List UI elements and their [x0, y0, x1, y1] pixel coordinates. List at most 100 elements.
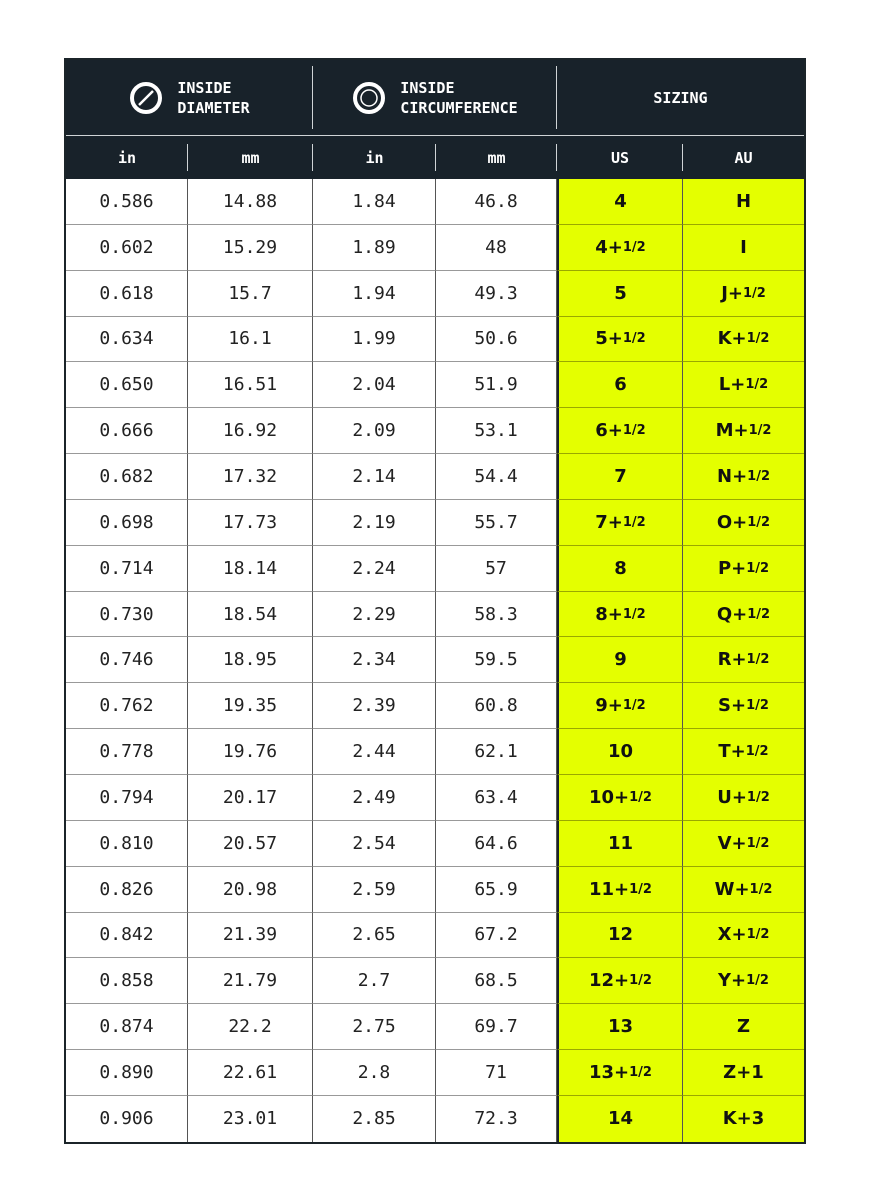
- cell-circumference-mm: 65.9: [436, 866, 557, 913]
- cell-circumference-mm: 54.4: [436, 454, 557, 500]
- cell-circumference-mm: 58.3: [436, 591, 557, 638]
- cell-au-size: W+ 1/2: [683, 866, 804, 913]
- cell-diameter-in: 0.634: [66, 316, 188, 363]
- table-row: 0.778 19.76 2.44 62.1 10 T+ 1/2: [66, 729, 804, 775]
- cell-circumference-in: 2.39: [313, 683, 436, 730]
- cell-circumference-mm: 67.2: [436, 912, 557, 959]
- cell-us-size: 6: [557, 362, 683, 409]
- cell-circumference-mm: 68.5: [436, 958, 557, 1005]
- cell-circumference-mm: 48: [436, 224, 557, 271]
- table-body: 0.586 14.88 1.84 46.8 4 H 0.602 15.29 1.89 48 4+ 1/…: [66, 179, 804, 1142]
- cell-diameter-mm: 21.79: [188, 958, 313, 1005]
- diameter-ring-icon: [130, 81, 163, 114]
- cell-au-size: M+ 1/2: [683, 408, 804, 455]
- column-header-us-size: US: [557, 136, 683, 179]
- cell-diameter-in: 0.842: [66, 912, 188, 959]
- cell-diameter-in: 0.826: [66, 866, 188, 913]
- cell-diameter-in: 0.858: [66, 958, 188, 1005]
- cell-circumference-in: 2.09: [313, 408, 436, 455]
- cell-us-size: 5+ 1/2: [557, 316, 683, 363]
- cell-diameter-mm: 21.39: [188, 912, 313, 959]
- cell-au-size: P+ 1/2: [683, 545, 804, 592]
- cell-circumference-in: 1.99: [313, 316, 436, 363]
- table-row: 0.762 19.35 2.39 60.8 9+ 1/2 S+ 1/2: [66, 683, 804, 730]
- cell-us-size: 10+ 1/2: [557, 774, 683, 821]
- cell-circumference-mm: 60.8: [436, 683, 557, 730]
- cell-circumference-in: 2.54: [313, 820, 436, 867]
- cell-diameter-mm: 19.76: [188, 729, 313, 775]
- cell-au-size: R+ 1/2: [683, 637, 804, 684]
- cell-diameter-in: 0.682: [66, 454, 188, 500]
- cell-diameter-mm: 16.92: [188, 408, 313, 455]
- cell-diameter-in: 0.874: [66, 1004, 188, 1051]
- table-row: 0.858 21.79 2.7 68.5 12+ 1/2 Y+ 1/2: [66, 958, 804, 1005]
- column-header-circumference-mm: mm: [436, 136, 557, 179]
- cell-au-size: I: [683, 224, 804, 271]
- cell-circumference-mm: 49.3: [436, 270, 557, 317]
- cell-diameter-in: 0.586: [66, 179, 188, 225]
- cell-au-size: T+ 1/2: [683, 729, 804, 775]
- cell-circumference-in: 2.7: [313, 958, 436, 1005]
- column-header-au-size: AU: [683, 136, 804, 179]
- table-row: 0.794 20.17 2.49 63.4 10+ 1/2 U+ 1/2: [66, 774, 804, 821]
- table-row: 0.618 15.7 1.94 49.3 5 J+ 1/2: [66, 270, 804, 317]
- cell-circumference-in: 2.75: [313, 1004, 436, 1051]
- cell-us-size: 7: [557, 454, 683, 500]
- cell-diameter-mm: 15.29: [188, 224, 313, 271]
- cell-circumference-in: 2.04: [313, 362, 436, 409]
- cell-us-size: 9: [557, 637, 683, 684]
- table-row: 0.842 21.39 2.65 67.2 12 X+ 1/2: [66, 912, 804, 959]
- cell-us-size: 13: [557, 1004, 683, 1051]
- cell-diameter-mm: 18.14: [188, 545, 313, 592]
- cell-us-size: 8+ 1/2: [557, 591, 683, 638]
- cell-diameter-mm: 14.88: [188, 179, 313, 225]
- cell-circumference-in: 2.65: [313, 912, 436, 959]
- cell-circumference-in: 2.19: [313, 499, 436, 546]
- cell-diameter-mm: 17.73: [188, 499, 313, 546]
- cell-diameter-mm: 16.51: [188, 362, 313, 409]
- cell-circumference-in: 2.14: [313, 454, 436, 500]
- cell-circumference-mm: 51.9: [436, 362, 557, 409]
- header-sizing: SIZING: [653, 88, 708, 107]
- cell-circumference-mm: 72.3: [436, 1095, 557, 1142]
- table-header: INSIDE DIAMETER INSIDE CIRCUMFERENCE SIZIN…: [66, 60, 804, 179]
- cell-diameter-in: 0.746: [66, 637, 188, 684]
- cell-au-size: K+ 1/2: [683, 316, 804, 363]
- table-row: 0.602 15.29 1.89 48 4+ 1/2 I: [66, 224, 804, 271]
- cell-circumference-in: 2.59: [313, 866, 436, 913]
- cell-circumference-in: 2.24: [313, 545, 436, 592]
- cell-au-size: L+ 1/2: [683, 362, 804, 409]
- cell-diameter-mm: 17.32: [188, 454, 313, 500]
- cell-us-size: 7+ 1/2: [557, 499, 683, 546]
- cell-circumference-mm: 57: [436, 545, 557, 592]
- cell-circumference-in: 1.84: [313, 179, 436, 225]
- cell-circumference-mm: 46.8: [436, 179, 557, 225]
- table-row: 0.810 20.57 2.54 64.6 11 V+ 1/2: [66, 820, 804, 867]
- table-row: 0.698 17.73 2.19 55.7 7+ 1/2 O+ 1/2: [66, 499, 804, 546]
- cell-circumference-in: 2.85: [313, 1095, 436, 1142]
- table-row: 0.746 18.95 2.34 59.5 9 R+ 1/2: [66, 637, 804, 684]
- cell-diameter-in: 0.698: [66, 499, 188, 546]
- cell-us-size: 9+ 1/2: [557, 683, 683, 730]
- cell-au-size: U+ 1/2: [683, 774, 804, 821]
- cell-circumference-mm: 55.7: [436, 499, 557, 546]
- column-header-label: mm: [241, 148, 260, 167]
- cell-us-size: 12+ 1/2: [557, 958, 683, 1005]
- table-row: 0.906 23.01 2.85 72.3 14 K+3: [66, 1095, 804, 1142]
- cell-diameter-in: 0.810: [66, 820, 188, 867]
- cell-diameter-mm: 23.01: [188, 1095, 313, 1142]
- cell-diameter-in: 0.602: [66, 224, 188, 271]
- cell-diameter-in: 0.778: [66, 729, 188, 775]
- cell-diameter-in: 0.762: [66, 683, 188, 730]
- column-header-label: AU: [734, 148, 753, 167]
- column-header-label: US: [610, 148, 630, 167]
- cell-au-size: H: [683, 179, 804, 225]
- table-row: 0.666 16.92 2.09 53.1 6+ 1/2 M+ 1/2: [66, 408, 804, 455]
- table-row: 0.826 20.98 2.59 65.9 11+ 1/2 W+ 1/2: [66, 866, 804, 913]
- cell-circumference-in: 2.49: [313, 774, 436, 821]
- cell-circumference-in: 2.29: [313, 591, 436, 638]
- cell-diameter-mm: 19.35: [188, 683, 313, 730]
- cell-au-size: S+ 1/2: [683, 683, 804, 730]
- cell-au-size: V+ 1/2: [683, 820, 804, 867]
- cell-circumference-mm: 64.6: [436, 820, 557, 867]
